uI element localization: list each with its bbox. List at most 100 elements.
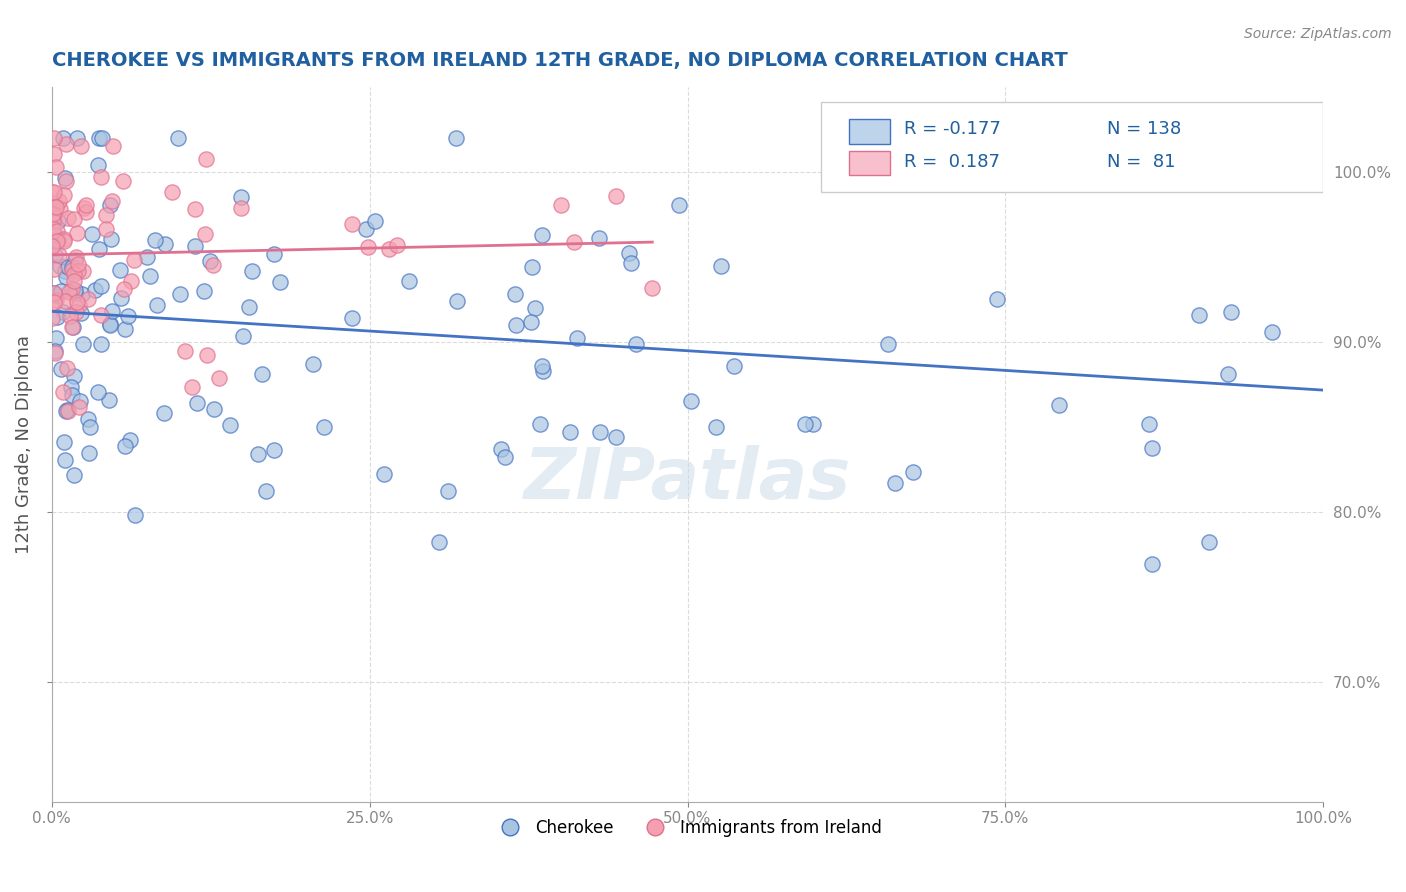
Point	[181, 380, 204, 394]
Point	[193, 285, 215, 299]
Point	[520, 260, 543, 275]
Point	[1250, 143, 1272, 157]
Point	[90, 279, 112, 293]
Legend: Cherokee, Immigrants from Ireland: Cherokee, Immigrants from Ireland	[486, 812, 889, 843]
Point	[91, 130, 114, 145]
Point	[45, 161, 67, 175]
Point	[605, 430, 627, 444]
Point	[143, 233, 166, 247]
Point	[79, 420, 101, 434]
Point	[63, 267, 86, 281]
Point	[153, 406, 176, 420]
Point	[63, 253, 86, 268]
Point	[56, 361, 79, 376]
Point	[240, 264, 263, 278]
Point	[42, 285, 65, 300]
Point	[138, 268, 160, 283]
Text: N =  81: N = 81	[1107, 153, 1175, 170]
Point	[58, 309, 80, 323]
Point	[56, 211, 79, 225]
Point	[49, 202, 72, 216]
Point	[77, 445, 100, 459]
Point	[44, 248, 66, 262]
Point	[42, 196, 65, 211]
Point	[357, 240, 380, 254]
Point	[100, 232, 122, 246]
Point	[588, 230, 610, 244]
Point	[46, 233, 69, 247]
Point	[208, 371, 231, 385]
Point	[45, 224, 67, 238]
Point	[1188, 308, 1211, 322]
Point	[378, 242, 401, 256]
Point	[101, 138, 124, 153]
Point	[112, 174, 135, 188]
Point	[75, 198, 97, 212]
Point	[90, 308, 112, 322]
Point	[46, 214, 69, 228]
Point	[530, 228, 553, 243]
Point	[45, 293, 67, 307]
Point	[82, 227, 104, 241]
Point	[45, 200, 67, 214]
Point	[60, 388, 83, 402]
Point	[101, 304, 124, 318]
Point	[531, 364, 554, 378]
Point	[72, 263, 94, 277]
Point	[117, 309, 139, 323]
Point	[87, 385, 110, 400]
Point	[67, 400, 90, 414]
Point	[51, 362, 73, 376]
Point	[90, 337, 112, 351]
Point	[52, 187, 75, 202]
Point	[70, 286, 93, 301]
Point	[112, 282, 135, 296]
Point	[65, 304, 87, 318]
Point	[87, 242, 110, 256]
Point	[201, 258, 224, 272]
Text: Source: ZipAtlas.com: Source: ZipAtlas.com	[1244, 27, 1392, 41]
FancyBboxPatch shape	[821, 103, 1323, 192]
Point	[72, 201, 94, 215]
Point	[238, 300, 260, 314]
FancyBboxPatch shape	[849, 151, 890, 175]
Point	[903, 465, 925, 479]
Point	[44, 228, 66, 243]
Point	[53, 234, 76, 248]
Point	[624, 337, 647, 351]
Point	[620, 256, 643, 270]
Point	[41, 311, 63, 326]
Text: CHEROKEE VS IMMIGRANTS FROM IRELAND 12TH GRADE, NO DIPLOMA CORRELATION CHART: CHEROKEE VS IMMIGRANTS FROM IRELAND 12TH…	[52, 51, 1067, 70]
Point	[229, 201, 252, 215]
Point	[437, 484, 460, 499]
Point	[342, 217, 364, 231]
Point	[184, 202, 207, 217]
Point	[186, 396, 208, 410]
Point	[60, 263, 83, 277]
Point	[986, 292, 1008, 306]
Point	[155, 237, 177, 252]
Point	[565, 330, 588, 344]
Point	[70, 138, 93, 153]
Point	[723, 359, 745, 373]
Point	[1140, 442, 1163, 456]
Point	[66, 226, 89, 240]
Point	[531, 359, 554, 374]
Point	[520, 315, 543, 329]
Point	[247, 447, 270, 461]
Point	[48, 248, 70, 262]
Point	[51, 305, 73, 319]
Point	[301, 357, 323, 371]
Point	[505, 318, 527, 333]
Point	[98, 197, 121, 211]
Point	[66, 295, 89, 310]
Point	[55, 404, 77, 418]
Point	[560, 425, 582, 439]
Point	[42, 285, 65, 300]
Point	[200, 253, 222, 268]
Point	[94, 222, 117, 236]
Point	[65, 250, 87, 264]
Point	[66, 263, 89, 277]
Point	[62, 319, 84, 334]
Point	[1047, 398, 1070, 412]
